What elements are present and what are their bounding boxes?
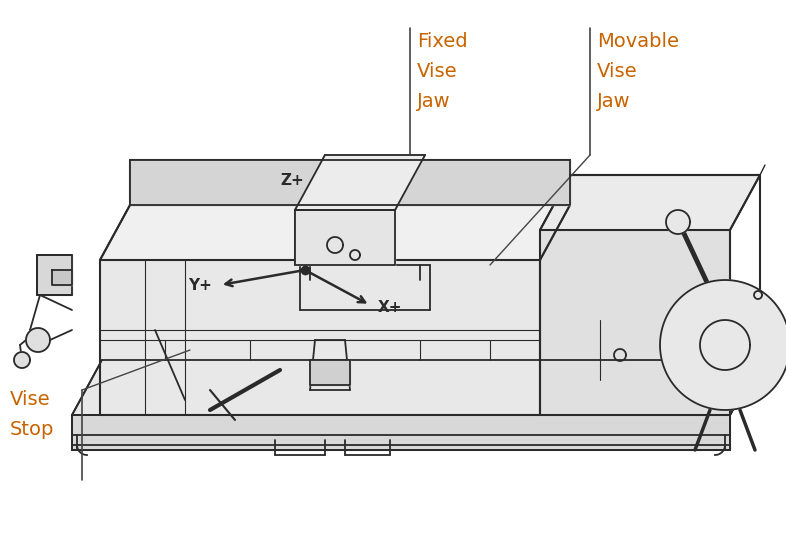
Polygon shape	[295, 155, 425, 210]
Polygon shape	[130, 160, 570, 205]
Polygon shape	[14, 352, 30, 368]
Polygon shape	[540, 175, 760, 230]
Polygon shape	[540, 230, 730, 415]
Polygon shape	[100, 205, 570, 260]
Polygon shape	[100, 260, 540, 415]
Text: Vise: Vise	[417, 62, 457, 81]
Polygon shape	[72, 415, 730, 450]
Polygon shape	[52, 270, 72, 285]
Text: Movable: Movable	[597, 32, 679, 51]
Polygon shape	[295, 210, 395, 265]
Text: Stop: Stop	[10, 420, 54, 439]
Text: X+: X+	[378, 301, 402, 316]
Text: Z+: Z+	[280, 173, 304, 188]
Polygon shape	[37, 255, 72, 295]
Text: Vise: Vise	[10, 390, 50, 409]
Text: Jaw: Jaw	[417, 92, 450, 111]
Polygon shape	[26, 328, 50, 352]
Text: Fixed: Fixed	[417, 32, 468, 51]
Polygon shape	[666, 210, 690, 234]
Polygon shape	[310, 360, 350, 385]
Text: Vise: Vise	[597, 62, 637, 81]
Polygon shape	[72, 360, 760, 415]
Text: Y+: Y+	[188, 278, 212, 293]
Polygon shape	[660, 280, 786, 410]
Text: Jaw: Jaw	[597, 92, 630, 111]
